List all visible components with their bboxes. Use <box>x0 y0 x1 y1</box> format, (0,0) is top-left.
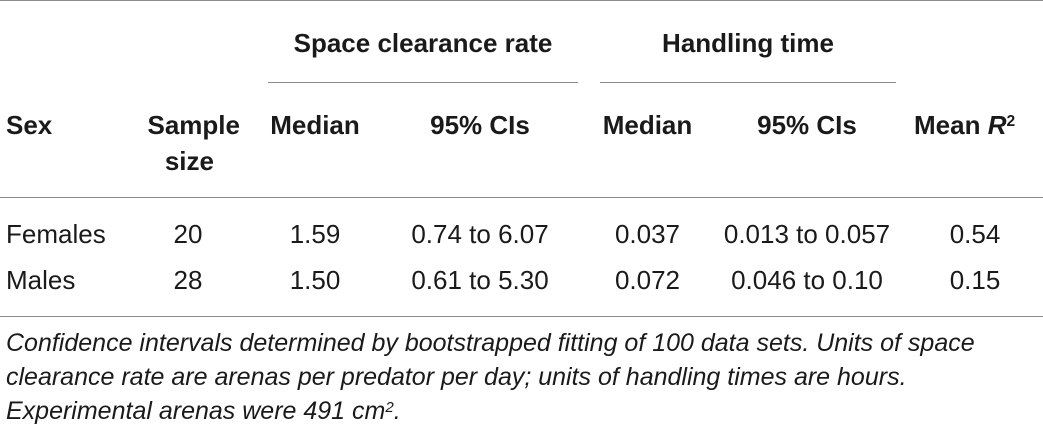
column-header-mean-r2: Mean R2 <box>914 110 1015 140</box>
cell-scr-ci: 0.74 to 6.07 <box>411 219 549 249</box>
cell-ht-median: 0.037 <box>614 219 681 249</box>
group-header-handling-time: Handling time <box>662 28 834 58</box>
footnote-text: Confidence intervals determined by boots… <box>6 329 975 425</box>
header-bottom-rule <box>0 197 1043 198</box>
mean-r2-prefix: Mean <box>914 110 988 140</box>
mean-r2-variable: R <box>987 110 1007 140</box>
cell-ht-ci: 0.013 to 0.057 <box>723 219 891 249</box>
footnote-superscript: 2 <box>385 398 394 416</box>
cell-mean-r2: 0.15 <box>949 265 1001 295</box>
table-top-rule <box>0 0 1043 1</box>
cell-mean-r2: 0.54 <box>949 219 1001 249</box>
cell-sample-size: 20 <box>173 219 203 249</box>
cell-sex: Females <box>6 219 106 249</box>
footnote-end: . <box>393 397 401 425</box>
column-header-scr-median: Median <box>270 110 360 140</box>
column-header-ht-ci: 95% CIs <box>757 110 857 140</box>
cell-scr-median: 1.50 <box>289 265 341 295</box>
cell-sex: Males <box>6 265 76 295</box>
column-header-ht-median: Median <box>602 110 693 140</box>
cell-ht-median: 0.072 <box>614 265 681 295</box>
group-rule-handling-time <box>600 82 896 83</box>
column-header-scr-ci: 95% CIs <box>430 110 530 140</box>
cell-scr-ci: 0.61 to 5.30 <box>411 265 549 295</box>
column-header-sample-size-line1: Sample <box>147 110 241 140</box>
column-header-sex: Sex <box>6 110 53 140</box>
group-rule-space-clearance <box>268 82 578 83</box>
cell-ht-ci: 0.046 to 0.10 <box>731 265 883 295</box>
group-header-space-clearance: Space clearance rate <box>293 28 553 58</box>
table-footnote: Confidence intervals determined by boots… <box>6 326 1036 428</box>
cell-scr-median: 1.59 <box>289 219 341 249</box>
cell-sample-size: 28 <box>173 265 203 295</box>
mean-r2-superscript: 2 <box>1006 113 1016 131</box>
column-header-sample-size-line2: size <box>164 146 214 176</box>
table-bottom-rule <box>0 316 1043 317</box>
